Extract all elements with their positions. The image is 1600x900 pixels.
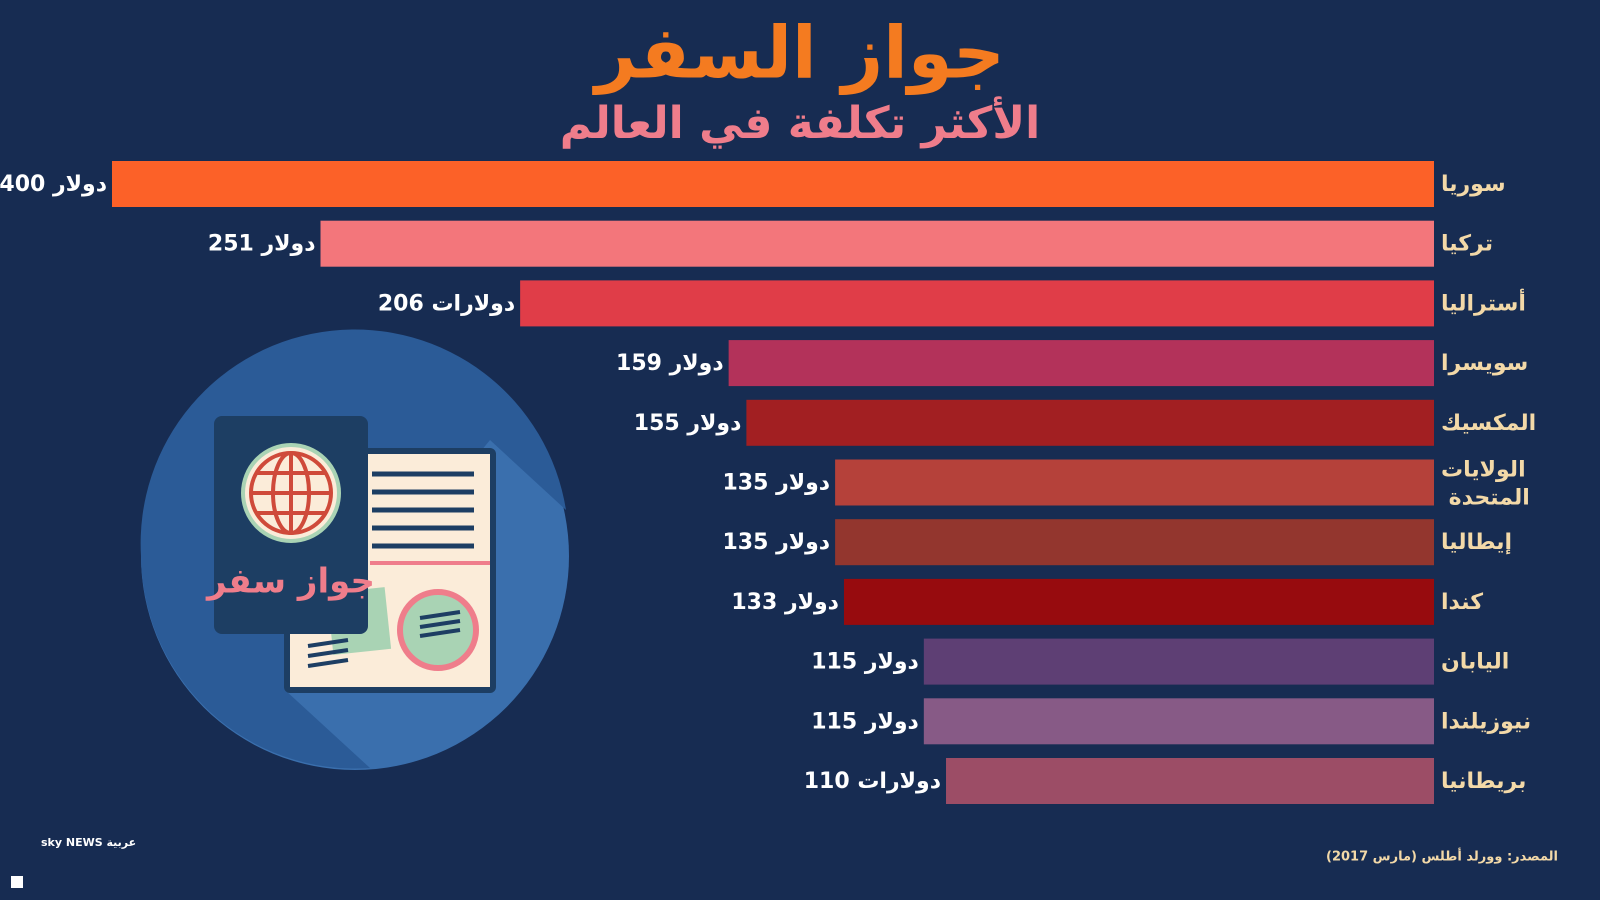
bar <box>843 578 1434 625</box>
bars <box>112 161 1434 804</box>
category-label: سوريا <box>1441 172 1506 197</box>
value-label: 110 دولارات <box>804 769 941 794</box>
category-label: كندا <box>1441 590 1483 615</box>
value-label: 159 دولار <box>616 351 724 376</box>
value-label: 133 دولار <box>731 590 839 615</box>
category-label: المكسيك <box>1441 411 1536 436</box>
category-label: اليابان <box>1441 650 1509 675</box>
bar <box>746 399 1434 446</box>
bar <box>923 698 1434 745</box>
category-label: بريطانيا <box>1441 769 1526 794</box>
category-label: سويسرا <box>1441 351 1528 376</box>
category-label: تركيا <box>1441 232 1493 257</box>
category-label: إيطاليا <box>1441 530 1512 555</box>
globe-lines <box>249 451 333 535</box>
value-label: 400 دولار <box>0 172 107 197</box>
bar <box>946 758 1434 804</box>
logo: sky NEWS عربية <box>41 836 136 849</box>
value-label: 115 دولار <box>811 709 919 734</box>
round-stamp-lines <box>419 610 461 638</box>
page-stamp-lines <box>307 638 349 668</box>
bar <box>520 280 1434 327</box>
chart-title: جواز السفر <box>592 11 1005 96</box>
bar <box>835 519 1434 566</box>
round-stamp <box>397 589 479 671</box>
bar <box>112 161 1434 207</box>
bar <box>923 638 1434 685</box>
page-lines <box>372 471 474 549</box>
category-label: الولايات المتحدة <box>1441 458 1530 511</box>
source: المصدر: وورلد أطلس (مارس 2017) <box>1326 848 1558 865</box>
passport-label: جواز سفر <box>205 562 375 602</box>
value-label: 115 دولار <box>811 650 919 675</box>
illustration: جواز سفر <box>140 329 569 770</box>
chart-subtitle: الأكثر تكلفة في العالم <box>560 96 1040 149</box>
bar <box>728 340 1434 387</box>
category-label: أستراليا <box>1441 287 1526 316</box>
bar <box>835 459 1434 506</box>
category-label: نيوزيلندا <box>1441 709 1531 734</box>
corner-square <box>11 876 23 888</box>
value-label: 135 دولار <box>722 530 830 555</box>
value-label: 155 دولار <box>634 411 742 436</box>
value-label: 206 دولارات <box>378 291 515 316</box>
bar <box>320 220 1434 267</box>
value-label: 251 دولار <box>208 232 316 257</box>
value-label: 135 دولار <box>722 471 830 496</box>
